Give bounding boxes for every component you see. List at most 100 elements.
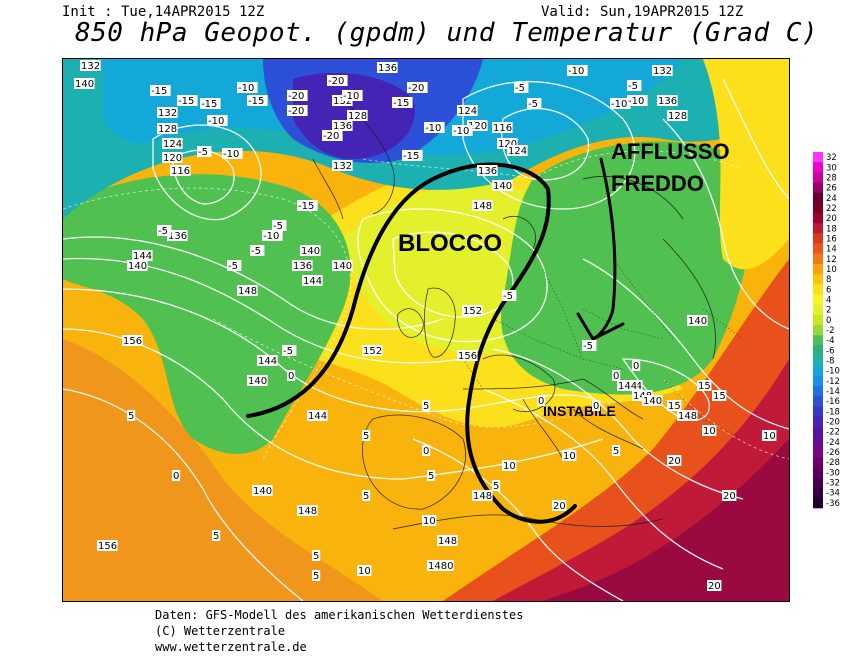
temperature-label: 5 xyxy=(363,431,369,442)
height-label: 136 xyxy=(658,96,677,107)
temperature-label-bg xyxy=(612,370,621,381)
temperature-colorbar: 32302826242220181614121086420-2-4-6-8-10… xyxy=(813,152,840,509)
temperature-label-bg xyxy=(712,390,727,401)
colorbar-swatch xyxy=(813,355,823,366)
temperature-label: 5 xyxy=(313,571,319,582)
height-label-bg xyxy=(157,107,178,118)
temperature-label: -15 xyxy=(248,96,264,107)
height-label: 116 xyxy=(493,123,512,134)
height-label-bg xyxy=(247,375,268,386)
temperature-label: -5 xyxy=(628,81,638,92)
temperature-label-bg xyxy=(287,105,308,116)
temperature-label: 10 xyxy=(358,566,371,577)
height-label: 140 xyxy=(301,246,320,257)
temperature-label: -5 xyxy=(515,83,525,94)
temperature-label-bg xyxy=(552,500,567,511)
temp-field-yellow-east xyxy=(703,59,789,270)
colorbar-label: 20 xyxy=(826,214,837,224)
height-label: 152 xyxy=(363,346,382,357)
height-label-bg xyxy=(617,380,638,391)
height-label-bg xyxy=(97,540,118,551)
temp-field-maroon-se xyxy=(543,439,789,601)
temperature-label: -5 xyxy=(503,291,513,302)
temperature-label: -5 xyxy=(583,341,593,352)
colorbar-swatch xyxy=(813,304,823,316)
temperature-label-bg xyxy=(362,430,371,441)
height-label-bg xyxy=(167,230,188,241)
temperature-label-bg xyxy=(282,345,297,356)
temperature-label-bg xyxy=(562,450,577,461)
height-label: 148 xyxy=(678,411,697,422)
colorbar-swatch xyxy=(813,487,823,499)
height-label: 144 xyxy=(303,276,322,287)
colorbar-swatch xyxy=(813,426,823,438)
height-label: 132 xyxy=(333,161,352,172)
height-label: 140 xyxy=(643,396,662,407)
colorbar-label: -14 xyxy=(826,387,840,397)
temperature-label: -10 xyxy=(238,83,254,94)
colorbar-swatch xyxy=(813,477,823,488)
temperature-label-bg xyxy=(150,85,171,96)
temperature-label: 5 xyxy=(363,491,369,502)
temperature-label-bg xyxy=(422,445,431,456)
temperature-label: 0 xyxy=(633,361,639,372)
height-label-bg xyxy=(170,165,191,176)
temperature-labels: -15-15-10-15-10-15 -20-20-20-20-15-20-10-… xyxy=(127,65,777,592)
height-label-bg xyxy=(687,315,708,326)
temperature-label-bg xyxy=(514,82,529,93)
footer-copyright: (C) Wetterzentrale xyxy=(155,624,286,638)
height-label: 144 xyxy=(258,356,277,367)
height-label-bg xyxy=(657,95,678,106)
temp-field-green-west xyxy=(63,174,351,454)
height-label: 140 xyxy=(128,261,147,272)
temperature-label-bg xyxy=(492,480,501,491)
temperature-label-bg xyxy=(312,570,321,581)
temperature-label-bg xyxy=(402,150,423,161)
temperature-label-bg xyxy=(312,550,321,561)
temperature-label: -15 xyxy=(298,201,314,212)
temperature-label-bg xyxy=(422,400,431,411)
colorbar-label: -16 xyxy=(826,397,840,407)
colorbar-swatch xyxy=(813,375,823,387)
height-label-bg xyxy=(332,260,353,271)
temperature-label: 15 xyxy=(713,391,726,402)
height-label-bg xyxy=(642,395,663,406)
temperature-label: -20 xyxy=(323,131,339,142)
colorbar-swatch xyxy=(813,274,823,285)
temperature-label-bg xyxy=(342,90,363,101)
temperature-label-bg xyxy=(667,400,682,411)
height-label-bg xyxy=(80,60,101,71)
temperature-label: -10 xyxy=(453,126,469,137)
height-label: 124 xyxy=(508,146,527,157)
temp-field-orange-sw xyxy=(63,339,383,601)
colorbar-swatch xyxy=(813,457,823,468)
temperature-label-bg xyxy=(227,260,242,271)
temperature-label-bg xyxy=(392,97,413,108)
height-label: 132 xyxy=(81,61,100,72)
temperature-label-bg xyxy=(424,122,445,133)
height-label-bg xyxy=(300,245,321,256)
height-label: 120 xyxy=(498,139,517,150)
colorbar-label: 12 xyxy=(826,255,837,265)
temperature-label: -20 xyxy=(408,83,424,94)
height-label: 136 xyxy=(168,231,187,242)
colorbar-swatch xyxy=(813,416,823,427)
temperature-label-bg xyxy=(247,95,268,106)
temperature-label: 20 xyxy=(723,491,736,502)
temperature-label: 10 xyxy=(503,461,516,472)
temperature-label-bg xyxy=(537,395,546,406)
temperature-label-bg xyxy=(697,380,712,391)
height-labels: 1321401321281241201161361241201321281361… xyxy=(74,60,708,572)
colorbar-swatch xyxy=(813,365,823,377)
height-label-bg xyxy=(237,285,258,296)
height-label-bg xyxy=(162,152,183,163)
height-label-bg xyxy=(127,260,148,271)
temperature-label: 0 xyxy=(423,446,429,457)
height-label: 128 xyxy=(158,124,177,135)
temperature-label-bg xyxy=(627,95,648,106)
height-label: 136 xyxy=(478,166,497,177)
temperature-label-bg xyxy=(207,115,228,126)
colorbar-label: -4 xyxy=(826,336,834,346)
height-label: 148 xyxy=(238,286,257,297)
annotation-blocco: BLOCCO xyxy=(398,230,502,257)
